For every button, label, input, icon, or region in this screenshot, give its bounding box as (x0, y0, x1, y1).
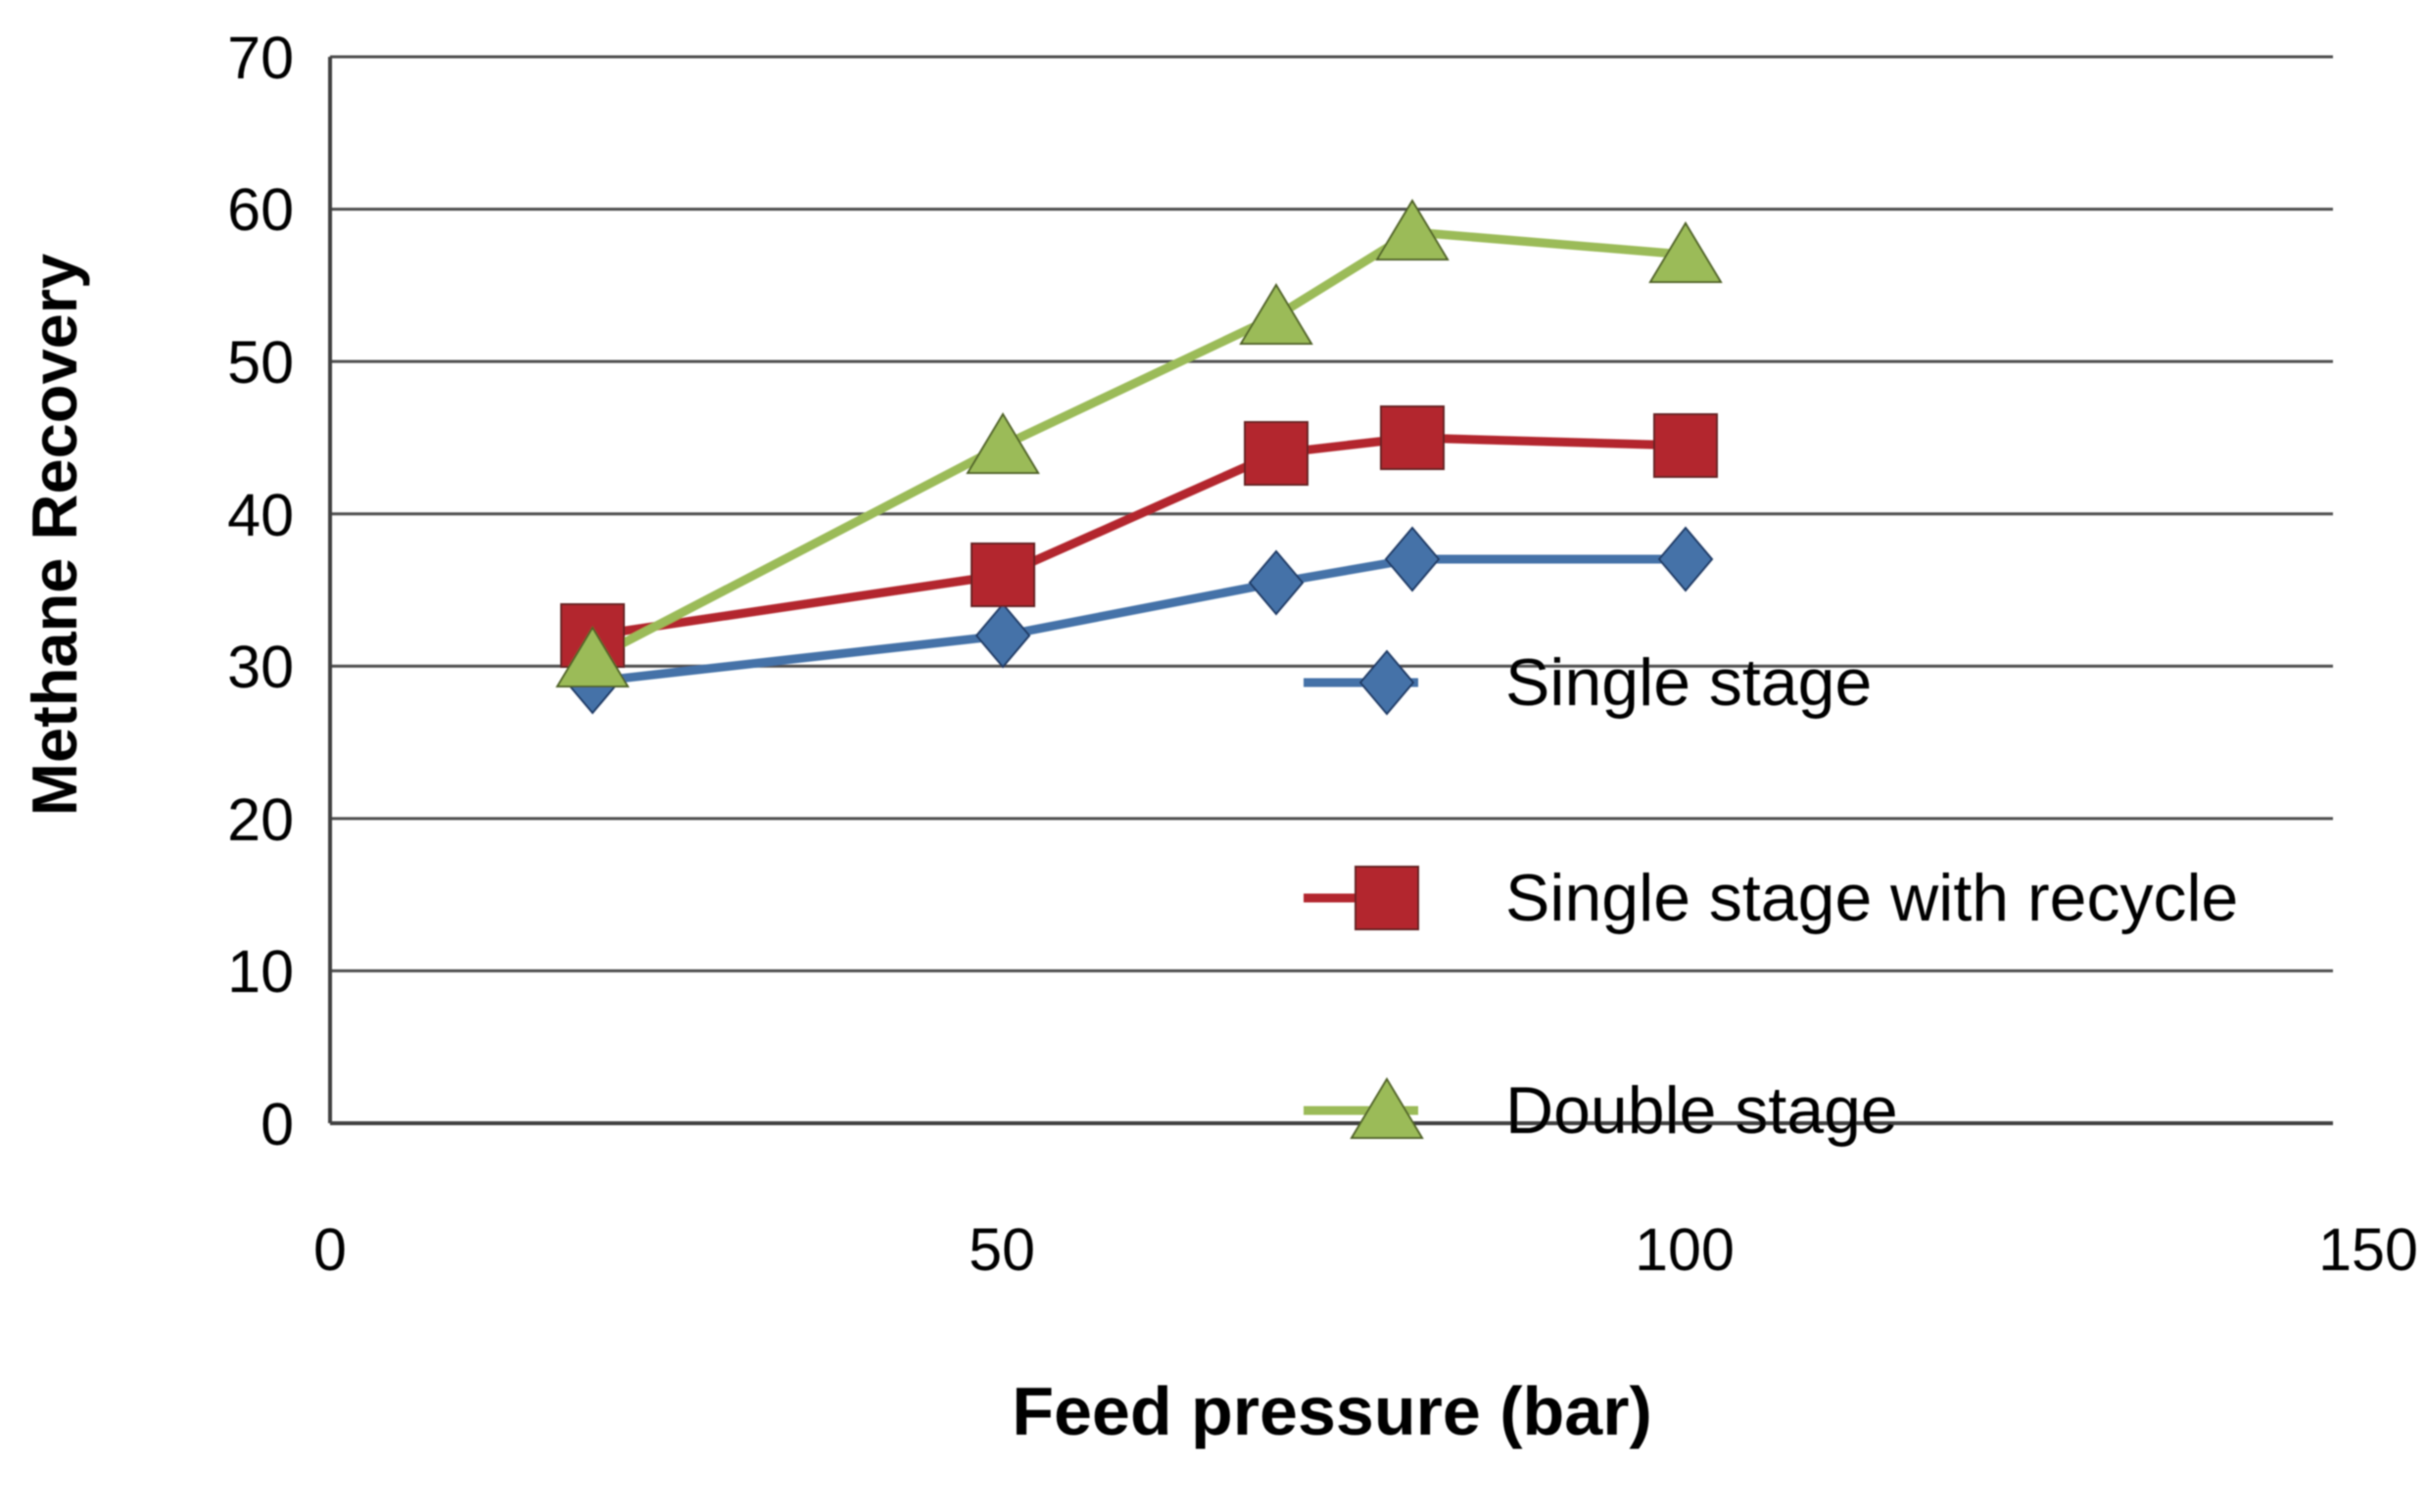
svg-text:Double stage: Double stage (1505, 1073, 1898, 1148)
svg-text:150: 150 (2318, 1216, 2418, 1283)
svg-text:Single stage: Single stage (1505, 645, 1872, 720)
svg-text:40: 40 (227, 482, 294, 548)
svg-text:10: 10 (227, 938, 294, 1005)
svg-text:Methane Recovery: Methane Recovery (19, 254, 90, 816)
svg-text:50: 50 (969, 1216, 1035, 1283)
svg-text:70: 70 (227, 24, 294, 91)
svg-text:100: 100 (1635, 1216, 1735, 1283)
svg-text:0: 0 (313, 1216, 347, 1283)
svg-text:20: 20 (227, 786, 294, 853)
svg-text:Single stage with recycle: Single stage with recycle (1505, 861, 2238, 935)
svg-text:60: 60 (227, 176, 294, 243)
svg-text:50: 50 (227, 329, 294, 396)
svg-text:30: 30 (227, 634, 294, 700)
svg-text:Feed pressure (bar): Feed pressure (bar) (1012, 1373, 1652, 1449)
svg-text:0: 0 (261, 1091, 294, 1158)
